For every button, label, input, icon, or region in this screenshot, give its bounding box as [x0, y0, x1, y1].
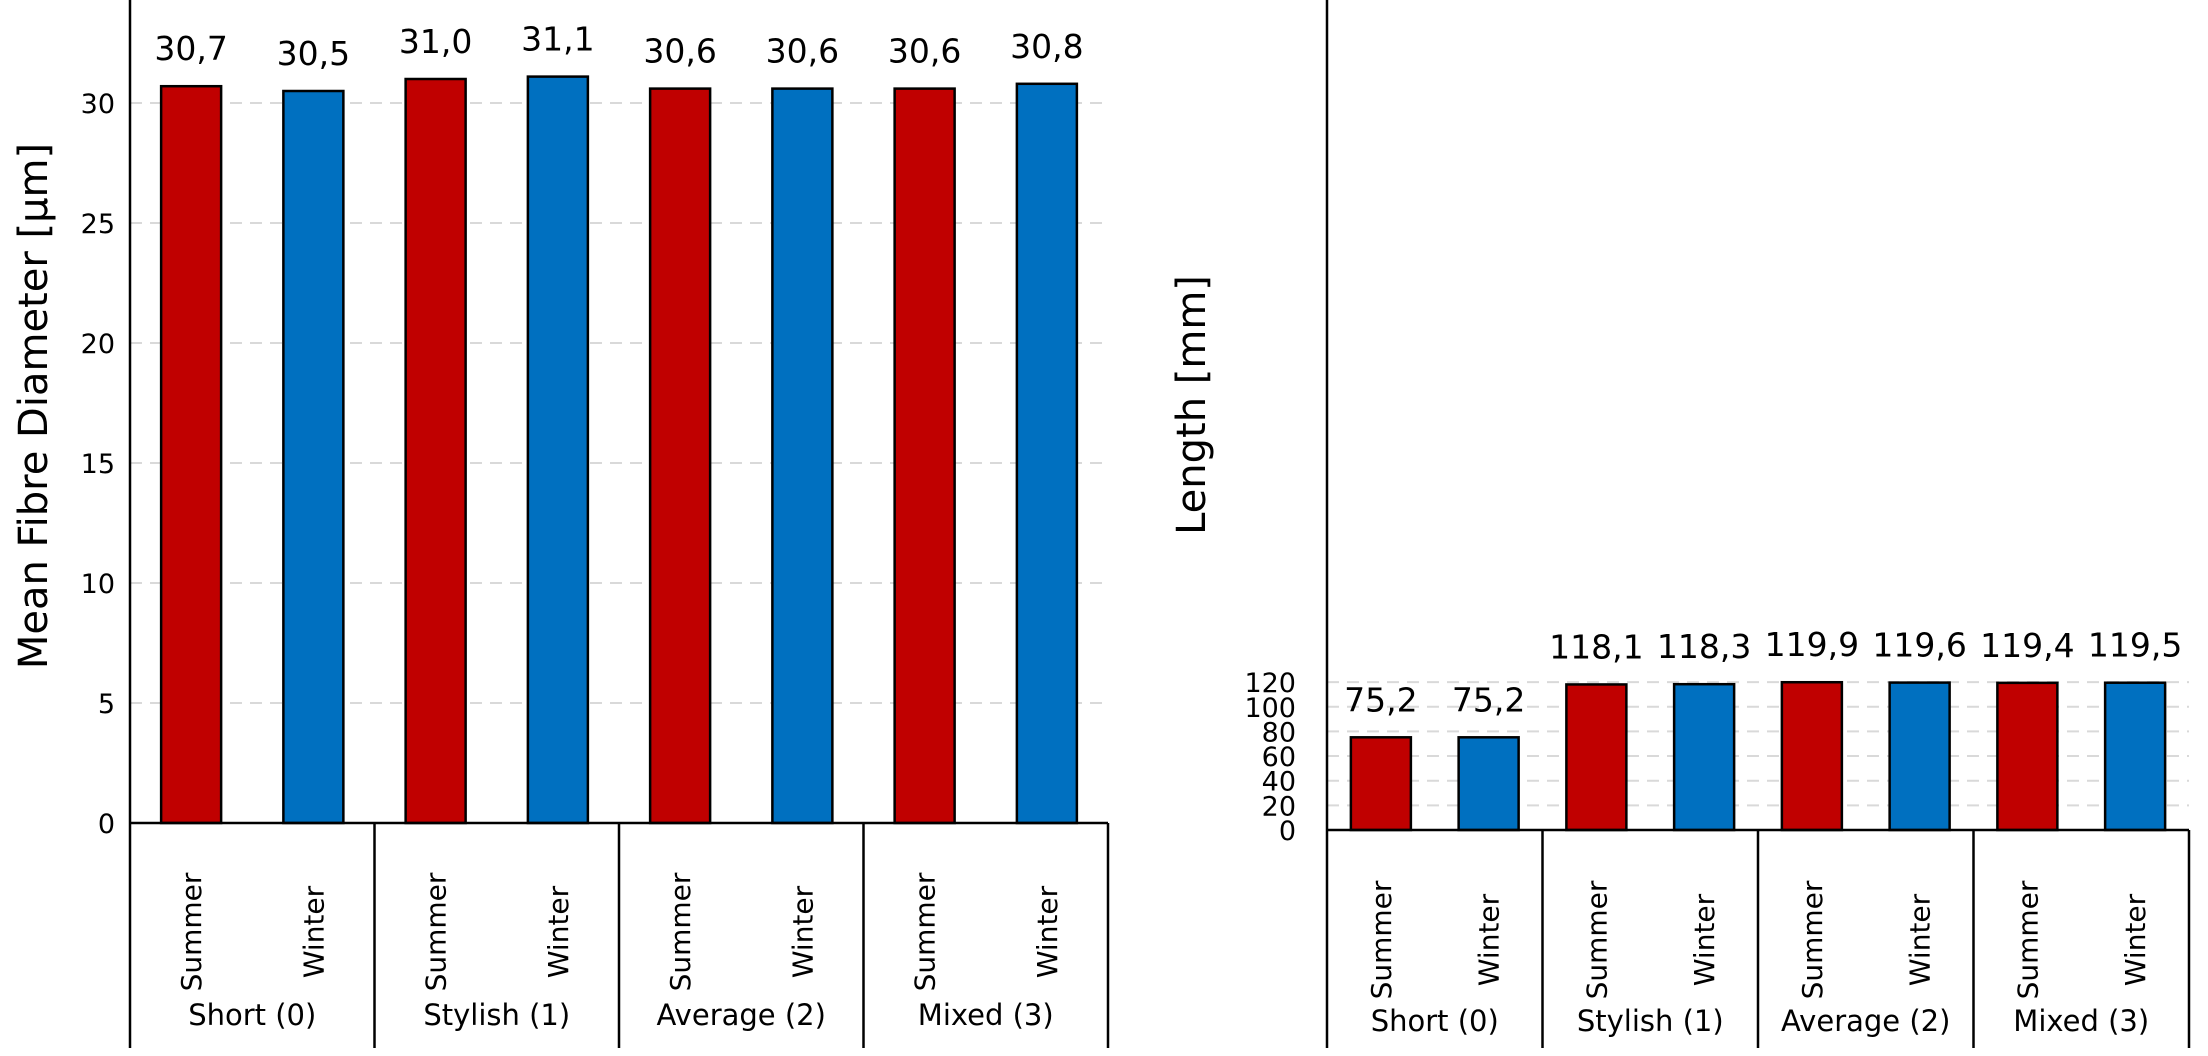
x-category-label: Winter	[786, 885, 819, 978]
bar-summer	[1780, 680, 1844, 832]
data-label: 119,6	[1872, 626, 1966, 665]
y-tick-label: 0	[1279, 816, 1296, 847]
x-category-label: Summer	[664, 872, 697, 991]
x-category-label: Summer	[909, 872, 942, 991]
y-tick-label: 20	[1262, 791, 1296, 822]
x-category-label: Winter	[2119, 893, 2152, 986]
bar-summer	[1996, 681, 2059, 832]
x-group-label: Short (0)	[1371, 1004, 1499, 1038]
data-label: 30,5	[277, 34, 350, 73]
bar-winter	[771, 87, 834, 825]
data-label: 31,0	[399, 22, 472, 61]
y-tick-label: 120	[1244, 668, 1296, 699]
x-category-label: Winter	[1904, 893, 1937, 986]
x-category-label: Winter	[1031, 885, 1064, 978]
x-category-label: Summer	[175, 872, 208, 991]
bar-summer	[893, 87, 956, 825]
bar-winter	[1015, 82, 1079, 825]
y-tick-label: 30	[81, 89, 115, 120]
data-label: 30,8	[1010, 27, 1083, 66]
x-category-label: Summer	[1796, 880, 1829, 999]
data-label: 30,6	[766, 32, 839, 71]
y-tick-label: 0	[98, 809, 115, 840]
data-label: 30,7	[154, 29, 227, 68]
x-category-label: Winter	[1473, 893, 1506, 986]
x-group-label: Stylish (1)	[423, 998, 570, 1032]
x-category-label: Winter	[1688, 893, 1721, 986]
diameter-chart: 0 5 10 15 20 25 30 30,7 Summer 30,5 Winter 31,0 Summ…	[11, 0, 1110, 1048]
bar-summer	[159, 84, 223, 825]
y-tick-label: 5	[98, 689, 115, 720]
bar-winter	[282, 89, 345, 825]
x-group-label: Average (2)	[657, 998, 826, 1032]
data-label: 75,2	[1344, 680, 1417, 719]
y-tick-label: 15	[81, 449, 115, 480]
y-tick-label: 20	[81, 329, 115, 360]
bar-summer	[1349, 736, 1413, 832]
bar-summer	[404, 77, 467, 825]
data-label: 119,9	[1765, 625, 1859, 664]
data-label: 75,2	[1452, 680, 1525, 719]
bar-summer	[648, 87, 712, 825]
bar-winter	[1672, 682, 1736, 832]
data-label: 119,5	[2088, 626, 2182, 665]
x-category-label: Summer	[1365, 880, 1398, 999]
x-group-label: Mixed (3)	[2013, 1004, 2149, 1038]
y-tick-label: 25	[81, 209, 115, 240]
x-group-label: Short (0)	[188, 998, 316, 1032]
data-label: 119,4	[1980, 626, 2074, 665]
y-tick-label: 100	[1244, 693, 1296, 724]
data-label: 118,3	[1657, 627, 1751, 666]
x-group-label: Average (2)	[1781, 1004, 1950, 1038]
x-category-label: Summer	[420, 872, 453, 991]
x-group-label: Mixed (3)	[918, 998, 1054, 1032]
y-tick-label: 60	[1262, 742, 1296, 773]
y-axis-title: Length [mm]	[1169, 275, 1215, 535]
data-label: 30,6	[888, 32, 961, 71]
x-category-label: Winter	[297, 885, 330, 978]
bar-winter	[2103, 681, 2167, 832]
bar-winter	[1457, 736, 1520, 832]
data-label: 118,1	[1549, 627, 1643, 666]
y-tick-label: 10	[81, 569, 115, 600]
bar-summer	[1565, 683, 1628, 832]
bar-winter	[526, 75, 590, 825]
x-category-label: Summer	[1580, 880, 1613, 999]
y-tick-label: 40	[1262, 767, 1296, 798]
y-tick-label: 80	[1262, 717, 1296, 748]
x-category-label: Summer	[2011, 880, 2044, 999]
data-label: 31,1	[521, 20, 594, 59]
data-label: 30,6	[643, 32, 716, 71]
x-category-label: Winter	[542, 885, 575, 978]
y-axis-title: Mean Fibre Diameter [µm]	[11, 143, 57, 669]
x-group-label: Stylish (1)	[1577, 1004, 1724, 1038]
bar-winter	[1888, 681, 1951, 832]
